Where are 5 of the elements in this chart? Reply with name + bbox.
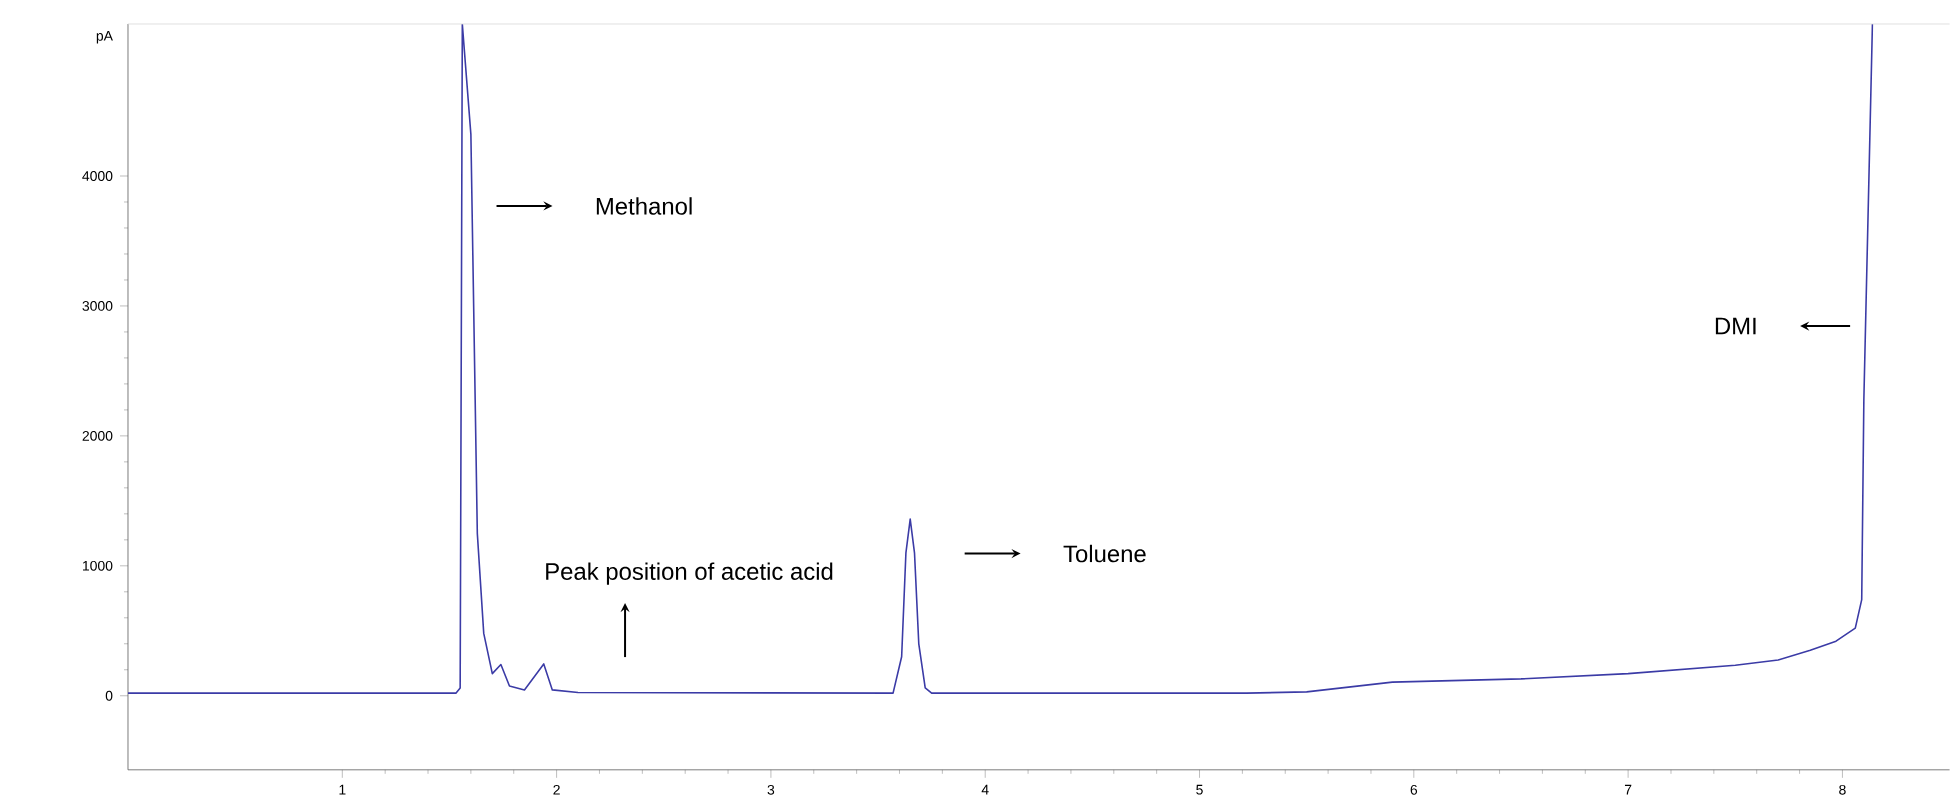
annotation: Methanol bbox=[596, 197, 692, 215]
line-series bbox=[128, 24, 1874, 695]
annotation: DMI bbox=[1715, 317, 1756, 335]
annotation: Peak position of acetic acid bbox=[546, 562, 833, 585]
annotation: Toluene bbox=[1063, 544, 1146, 563]
